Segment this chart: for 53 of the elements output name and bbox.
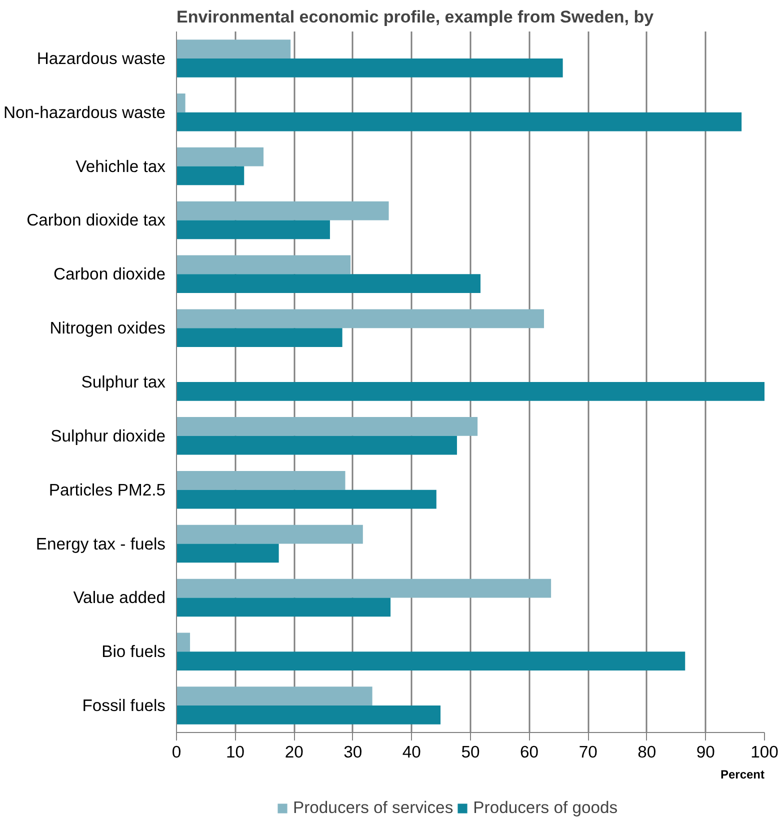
- y-tick-label: Energy tax - fuels: [36, 534, 166, 554]
- bar: [176, 166, 244, 186]
- bar: [176, 40, 291, 58]
- legend-label: Producers of services: [293, 798, 454, 818]
- bar: [176, 652, 686, 670]
- x-tick-label: 30: [344, 742, 362, 762]
- y-tick-label: Fossil fuels: [82, 696, 166, 716]
- legend-label: Producers of goods: [473, 798, 618, 818]
- y-tick-label: Carbon dioxide tax: [26, 210, 166, 230]
- bar: [176, 274, 480, 294]
- bar: [176, 255, 351, 274]
- y-tick-label: Vehichle tax: [76, 156, 166, 176]
- bar: [176, 382, 764, 401]
- bar: [176, 201, 389, 220]
- bar: [176, 417, 478, 436]
- y-tick-label: Carbon dioxide: [53, 264, 166, 284]
- x-tick-label: 70: [578, 742, 598, 762]
- x-tick-label: 50: [461, 742, 480, 762]
- x-tick-label: 100: [750, 742, 778, 762]
- bar: [176, 436, 457, 455]
- chart-title: Environmental economic profile, example from Sweden, by: [176, 8, 654, 26]
- bar: [176, 470, 346, 490]
- bar: [176, 309, 544, 328]
- x-tick-label: 60: [520, 742, 539, 762]
- bar: [176, 58, 563, 78]
- bar: [176, 94, 186, 112]
- y-tick-label: Particles PM2.5: [48, 480, 166, 500]
- y-tick-label: Sulphur tax: [81, 372, 166, 392]
- y-tick-label: Sulphur dioxide: [50, 426, 166, 446]
- x-axis-title: Percent: [720, 768, 765, 782]
- y-tick-label: Hazardous waste: [36, 48, 166, 68]
- y-tick-label: Bio fuels: [102, 642, 166, 662]
- x-tick-label: 10: [226, 742, 245, 762]
- bar: [176, 490, 436, 509]
- x-tick-label: 80: [638, 742, 656, 762]
- bar: [176, 686, 372, 706]
- bar: [176, 598, 391, 617]
- y-tick-label: Nitrogen oxides: [50, 318, 166, 338]
- bar: [176, 112, 742, 132]
- bar: [176, 706, 441, 724]
- y-tick-label: Non-hazardous waste: [3, 102, 166, 122]
- bar: [176, 578, 552, 598]
- x-tick-label: 20: [284, 742, 304, 762]
- x-tick-label: 40: [402, 742, 421, 762]
- x-tick-label: 90: [696, 742, 715, 762]
- bar: [176, 220, 330, 240]
- bar: [176, 524, 363, 544]
- bar: [176, 328, 342, 347]
- x-tick-label: 0: [172, 742, 182, 762]
- bar: [176, 544, 279, 563]
- y-tick-label: Value added: [73, 588, 166, 608]
- bar: [176, 632, 190, 652]
- bar: [176, 147, 264, 166]
